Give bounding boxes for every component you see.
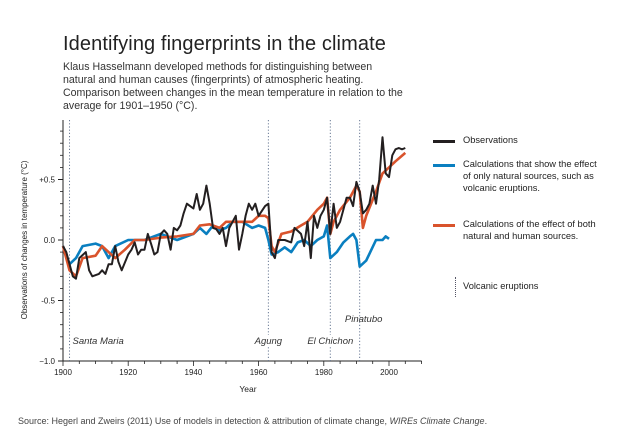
volcano-label: El Chichon: [307, 336, 353, 347]
axes: −1.0 -0.5 0.0 +0.5 1900 1920 1940 1960 1980 2000: [39, 120, 423, 377]
legend-label: Calculations that show the effect of onl…: [463, 159, 597, 193]
volcano-label: Pinatubo: [345, 314, 383, 325]
y-tick-label: -0.5: [41, 297, 55, 306]
source-note: Source: Hegerl and Zweirs (2011) Use of …: [18, 416, 488, 426]
page-title: Identifying fingerprints in the climate: [63, 33, 386, 55]
volcano-markers: Santa Maria Agung El Chichon Pinatubo: [69, 120, 383, 361]
series-line-natural: [61, 220, 390, 268]
series-line-both: [61, 151, 407, 278]
legend-swatch-natural: [433, 164, 455, 167]
volcano-label-bg: [303, 335, 358, 347]
legend-label: Volcanic eruptions: [463, 281, 539, 291]
legend-label: Calculations of the effect of both natur…: [463, 219, 596, 241]
legend-natural: Calculations that show the effect of onl…: [433, 158, 598, 194]
legend-both: Calculations of the effect of both natur…: [433, 218, 598, 242]
x-tick-label: 1920: [119, 368, 137, 377]
x-axis-label: Year: [239, 384, 256, 394]
volcano-label-bg: [254, 335, 283, 347]
y-tick-label: +0.5: [39, 176, 55, 185]
legend-label: Observations: [463, 135, 518, 145]
x-tick-label: 1900: [54, 368, 72, 377]
y-tick-label: 0.0: [44, 236, 56, 245]
subtitle: Klaus Hasselmann developed methods for d…: [63, 61, 403, 112]
volcano-label: Agung: [254, 336, 283, 347]
x-tick-label: 1960: [250, 368, 268, 377]
y-tick-label: −1.0: [39, 357, 55, 366]
series-lines: [61, 136, 407, 280]
x-tick-label: 2000: [380, 368, 398, 377]
y-axis-label: Observations of changes in temperature (…: [20, 160, 29, 319]
legend-swatch-both: [433, 224, 455, 227]
legend-volcanic: Volcanic eruptions: [447, 277, 539, 297]
legend-swatch-volcanic: [455, 277, 456, 297]
x-tick-label: 1940: [185, 368, 203, 377]
volcano-label: Santa Maria: [73, 336, 124, 347]
series-line-observations: [62, 136, 406, 280]
legend-observations: Observations: [433, 134, 613, 146]
legend-swatch-observations: [433, 140, 455, 143]
x-tick-label: 1980: [315, 368, 333, 377]
